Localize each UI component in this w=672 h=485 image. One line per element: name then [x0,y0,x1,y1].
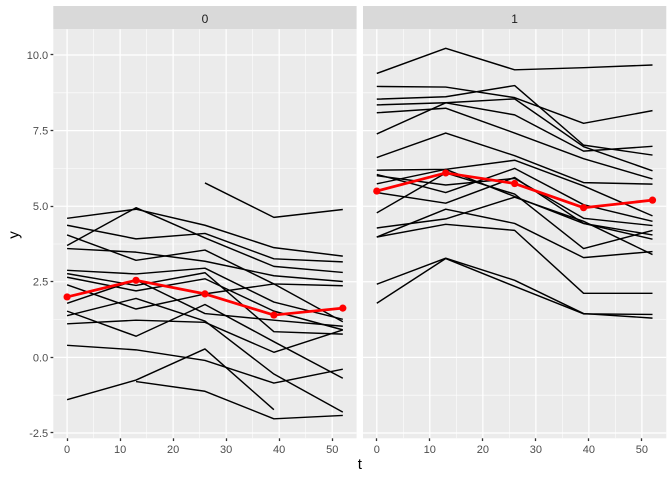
svg-text:40: 40 [583,444,595,456]
svg-text:50: 50 [326,444,338,456]
svg-text:7.5: 7.5 [33,126,48,138]
svg-text:t: t [358,456,363,473]
svg-text:10: 10 [114,444,126,456]
svg-text:40: 40 [273,444,285,456]
svg-text:30: 30 [220,444,232,456]
svg-text:10: 10 [424,444,436,456]
svg-text:0: 0 [374,444,380,456]
svg-text:0: 0 [202,12,209,26]
svg-text:2.5: 2.5 [33,277,48,289]
svg-text:5.0: 5.0 [33,201,48,213]
svg-text:-2.5: -2.5 [29,428,48,440]
svg-text:10.0: 10.0 [27,50,48,62]
svg-text:30: 30 [530,444,542,456]
svg-text:20: 20 [167,444,179,456]
svg-text:y: y [5,231,22,239]
svg-text:20: 20 [477,444,489,456]
svg-text:1: 1 [511,12,518,26]
svg-text:0.0: 0.0 [33,352,48,364]
svg-text:0: 0 [64,444,70,456]
svg-text:50: 50 [636,444,648,456]
